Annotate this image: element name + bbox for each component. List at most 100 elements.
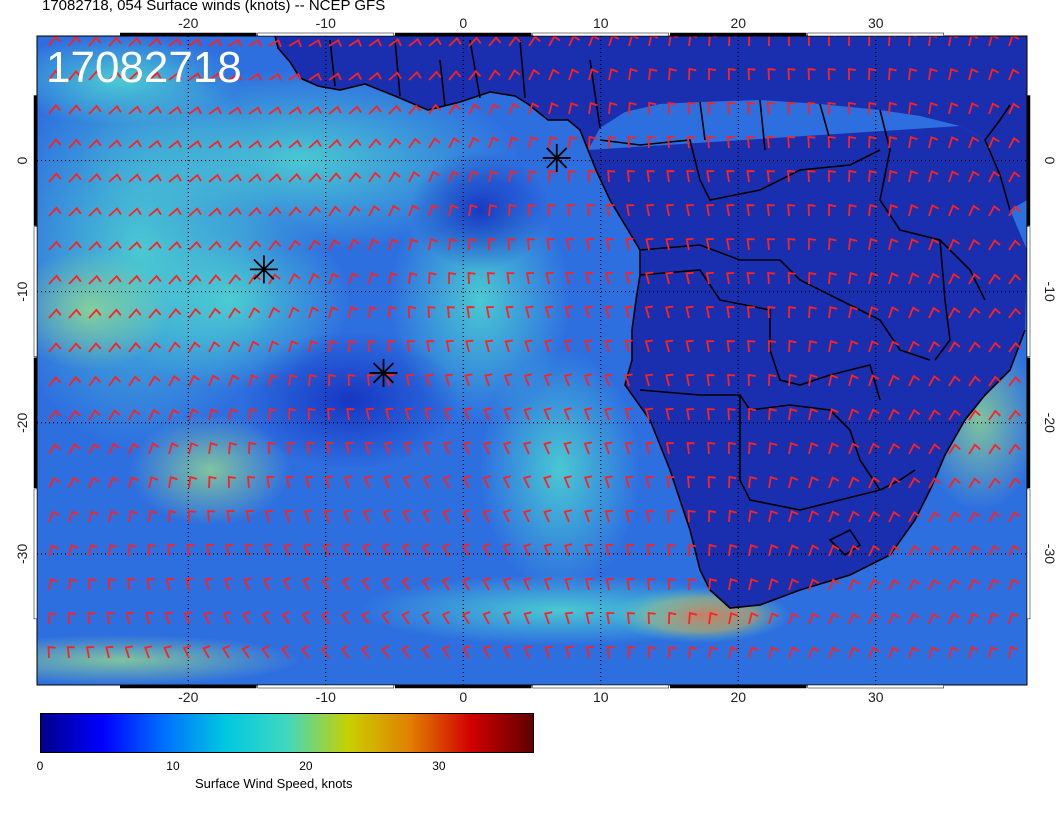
wind-barb	[868, 36, 877, 47]
wind-barb	[68, 104, 82, 115]
wind-barb	[988, 204, 1001, 217]
wind-barb	[245, 510, 254, 523]
wind-barb	[488, 237, 497, 250]
top-axis-bar	[257, 32, 394, 37]
wind-barb	[168, 173, 182, 183]
wind-barb	[808, 36, 816, 47]
wind-barb	[726, 238, 735, 251]
wind-barb	[182, 645, 191, 659]
wind-barb	[428, 137, 441, 149]
wind-barb	[208, 106, 222, 115]
wind-barb	[88, 409, 101, 421]
wind-barb	[607, 170, 616, 183]
wind-barb	[127, 577, 136, 591]
wind-barb	[968, 341, 981, 353]
wind-barb	[828, 237, 837, 251]
top-axis-bar	[670, 32, 807, 37]
wind-barb	[223, 577, 233, 591]
colorbar-label: Surface Wind Speed, knots	[195, 776, 353, 791]
wind-barb	[1008, 443, 1021, 455]
wind-barb	[108, 409, 121, 421]
wind-barb	[448, 70, 462, 81]
wind-barb	[948, 477, 961, 489]
wind-barb	[168, 308, 182, 319]
wind-barb	[768, 578, 779, 591]
wind-barb	[88, 375, 102, 387]
wind-barb	[948, 341, 961, 353]
wind-barb	[728, 509, 737, 523]
wind-barb	[465, 339, 474, 353]
wind-barb	[368, 272, 379, 285]
wind-barb	[268, 173, 282, 183]
wind-barb	[205, 544, 214, 557]
wind-barb	[928, 443, 941, 455]
wind-barb	[948, 511, 961, 523]
wind-barb	[482, 441, 492, 455]
wind-barb	[646, 510, 655, 523]
wind-barb	[125, 612, 135, 625]
wind-barb	[406, 340, 415, 353]
wind-barb	[608, 101, 618, 115]
wind-barb	[685, 339, 694, 353]
wind-barb	[148, 375, 161, 387]
wind-barb	[807, 101, 816, 115]
wind-barb	[48, 69, 62, 81]
wind-barb	[362, 543, 371, 557]
wind-barb	[888, 204, 898, 217]
wind-barb	[766, 204, 775, 217]
wind-barb	[848, 135, 857, 149]
wind-barb	[568, 102, 579, 115]
wind-barb	[888, 544, 901, 557]
wind-barb	[463, 441, 472, 455]
wind-barb	[68, 577, 78, 591]
wind-barb	[928, 511, 941, 523]
wind-barb	[48, 443, 61, 455]
wind-barb	[788, 373, 798, 387]
wind-barb	[968, 307, 981, 319]
wind-barb	[747, 102, 756, 115]
wind-barb	[1008, 205, 1021, 217]
wind-barb	[387, 339, 396, 353]
wind-barb	[928, 544, 941, 557]
wind-barb	[68, 308, 82, 319]
right-lat-tick-label: -20	[1042, 413, 1056, 433]
wind-barb	[968, 578, 980, 591]
wind-barb	[188, 341, 201, 353]
wind-barb	[441, 577, 450, 591]
wind-barb	[1008, 307, 1022, 319]
wind-barb	[348, 272, 360, 285]
wind-barb	[148, 341, 162, 353]
wind-barb	[787, 271, 796, 285]
wind-barb	[605, 543, 614, 557]
wind-barb	[308, 239, 321, 251]
wind-barb	[928, 306, 941, 319]
wind-barb	[188, 274, 202, 285]
wind-barb	[624, 373, 633, 387]
wind-barb	[968, 375, 981, 387]
wind-barb	[828, 612, 840, 625]
wind-barb	[626, 170, 635, 183]
wind-barb	[228, 173, 242, 183]
wind-barb	[548, 68, 560, 81]
wind-barb	[827, 67, 836, 81]
wind-barb	[502, 475, 511, 489]
wind-barb	[488, 203, 498, 217]
wind-barb	[543, 475, 552, 489]
wind-barb	[401, 611, 410, 625]
wind-barb	[668, 611, 677, 625]
top-lon-tick-label: 20	[730, 15, 746, 31]
wind-barb	[908, 67, 918, 81]
wind-barb	[208, 475, 217, 489]
wind-barb	[321, 611, 330, 625]
wind-barb	[888, 238, 899, 251]
wind-barb	[928, 477, 941, 489]
wind-barb	[707, 101, 716, 115]
wind-barb	[523, 373, 532, 387]
wind-barb	[543, 407, 552, 421]
wind-barb	[244, 543, 253, 557]
wind-barb	[768, 441, 778, 455]
wind-barb	[948, 136, 959, 149]
wind-barb	[708, 611, 718, 625]
wind-barb	[128, 207, 142, 217]
wind-barb	[888, 340, 900, 353]
